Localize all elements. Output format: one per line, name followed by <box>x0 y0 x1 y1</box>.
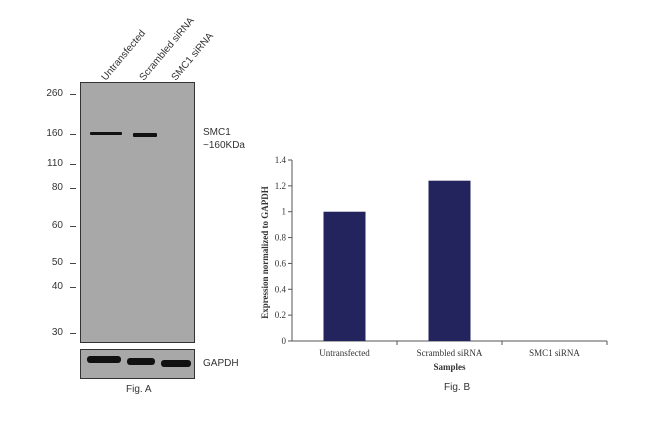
y-tick-label: 0.6 <box>275 258 287 268</box>
marker-80: 80 <box>51 182 63 193</box>
marker-tick <box>70 226 76 227</box>
marker-tick <box>70 134 76 135</box>
target-size-label: ~160KDa <box>203 140 245 151</box>
marker-tick <box>70 94 76 95</box>
bar-0 <box>323 211 366 341</box>
marker-50: 50 <box>51 257 63 268</box>
blot-panel-gapdh <box>80 349 195 379</box>
marker-260: 260 <box>46 88 63 99</box>
marker-60: 60 <box>51 220 63 231</box>
gapdh-band-untransfected <box>87 356 121 363</box>
fig-b-caption: Fig. B <box>444 382 471 393</box>
marker-30: 30 <box>51 327 63 338</box>
blot-panel-smc1 <box>80 82 195 343</box>
marker-160: 160 <box>46 128 63 139</box>
marker-tick <box>70 287 76 288</box>
loading-control-label: GAPDH <box>203 358 239 369</box>
marker-tick <box>70 164 76 165</box>
marker-tick <box>70 263 76 264</box>
y-tick-label: 0.8 <box>275 233 287 243</box>
y-axis-label: Expression normalized to GAPDH <box>260 186 270 319</box>
fig-a-caption: Fig. A <box>126 384 152 395</box>
y-tick-label: 1.2 <box>275 181 286 191</box>
band-untransfected <box>90 132 122 135</box>
marker-tick <box>70 333 76 334</box>
x-tick-label: Scrambled siRNA <box>417 348 483 358</box>
y-tick-label: 1 <box>282 207 287 217</box>
y-tick-label: 0.4 <box>275 284 287 294</box>
x-axis-label: Samples <box>433 362 466 372</box>
marker-40: 40 <box>51 281 63 292</box>
y-tick-label: 1.4 <box>275 155 287 165</box>
x-tick-label: Untransfected <box>319 348 370 358</box>
y-tick-label: 0.2 <box>275 310 286 320</box>
gapdh-band-smc1 <box>161 360 191 367</box>
y-tick-label: 0 <box>282 336 287 346</box>
band-scrambled <box>133 133 157 137</box>
marker-110: 110 <box>47 158 63 169</box>
gapdh-band-scrambled <box>127 358 155 365</box>
bar-1 <box>428 180 471 341</box>
target-label: SMC1 <box>203 127 231 138</box>
x-tick-label: SMC1 siRNA <box>529 348 580 358</box>
marker-tick <box>70 188 76 189</box>
